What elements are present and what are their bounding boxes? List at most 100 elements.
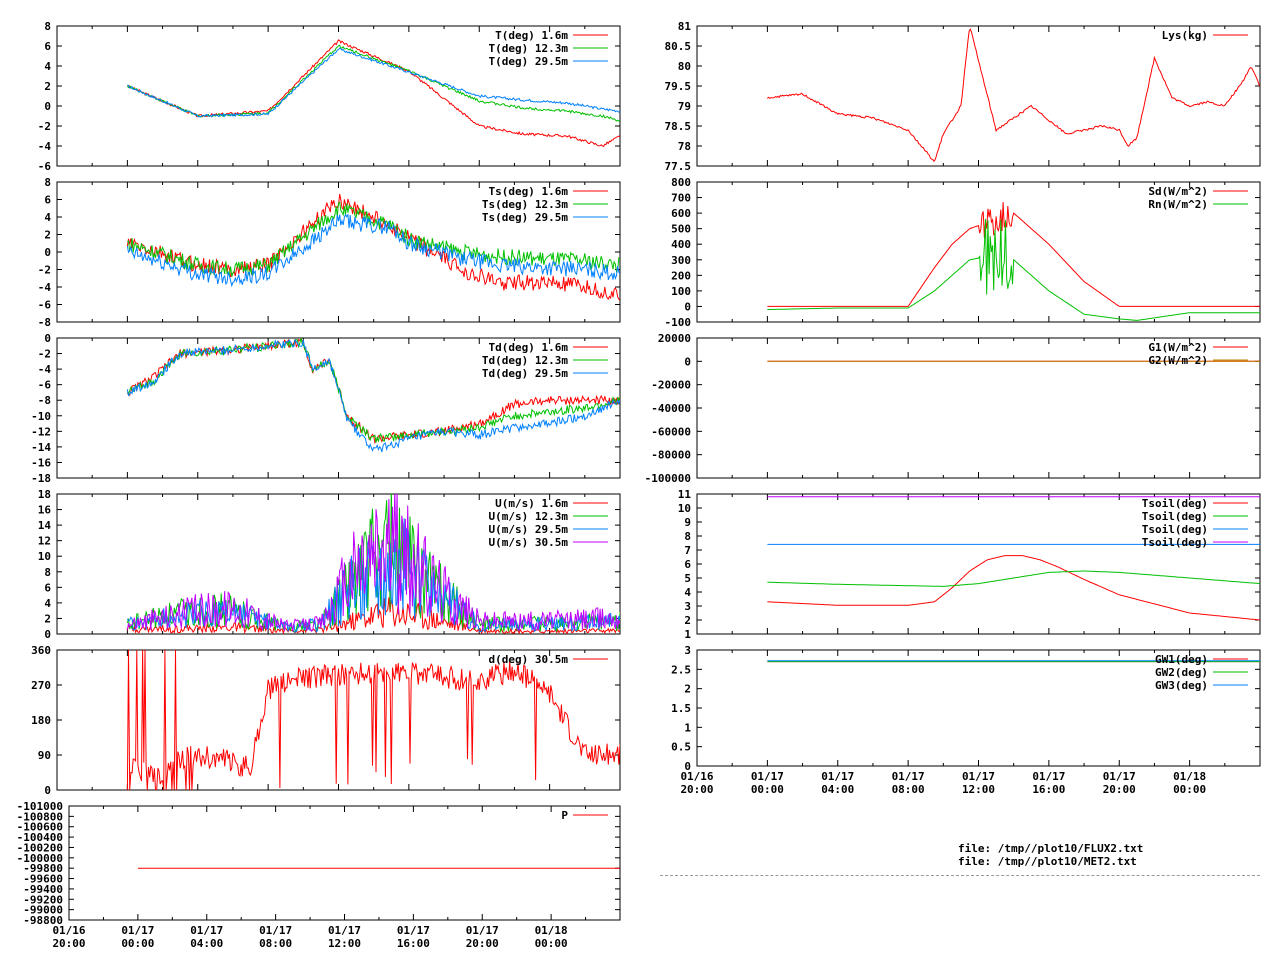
x-tick-label: 01/17 — [1032, 770, 1065, 783]
legend-label: Td(deg) 29.5m — [482, 367, 568, 380]
series-line-wind-3 — [126, 494, 620, 632]
x-tick-label: 00:00 — [535, 937, 568, 950]
y-tick-label: 79 — [678, 100, 691, 113]
x-tick-label: 01/17 — [121, 924, 154, 937]
y-tick-label: 14 — [38, 519, 52, 532]
chart-panel-tsoil: 1110987654321Tsoil(deg)Tsoil(deg)Tsoil(d… — [678, 488, 1261, 641]
x-tick-label: 04:00 — [190, 937, 223, 950]
legend-label: U(m/s) 30.5m — [489, 536, 569, 549]
y-tick-label: 77.5 — [665, 160, 692, 173]
y-tick-label: -6 — [38, 160, 52, 173]
y-tick-label: -100 — [665, 316, 692, 329]
y-tick-label: 270 — [31, 679, 51, 692]
series-line-rad-1 — [767, 218, 1260, 321]
y-tick-label: -99200 — [23, 893, 63, 906]
y-tick-label: -98800 — [23, 914, 63, 927]
series-line-rad-0 — [767, 202, 1260, 307]
series-group — [126, 338, 620, 453]
legend-label: Td(deg) 1.6m — [489, 341, 569, 354]
divider-line — [660, 875, 1260, 876]
series-group — [126, 650, 620, 790]
y-tick-label: 4 — [44, 211, 51, 224]
x-tick-label: 20:00 — [680, 783, 713, 796]
y-tick-label: 78.5 — [665, 120, 692, 133]
legend-label: Ts(deg) 29.5m — [482, 211, 568, 224]
y-tick-label: 10 — [678, 502, 691, 515]
x-tick-label: 01/16 — [52, 924, 85, 937]
legend-label: T(deg) 29.5m — [489, 55, 569, 68]
series-line-td-2 — [126, 338, 620, 453]
y-tick-label: 2 — [684, 614, 691, 627]
chart-panel-pressure: -101000-100800-100600-100400-100200-1000… — [17, 800, 621, 950]
y-tick-label: -8 — [38, 394, 51, 407]
y-tick-label: -99600 — [23, 873, 63, 886]
legend-label: Tsoil(deg) — [1142, 510, 1208, 523]
y-tick-label: -2 — [38, 348, 51, 361]
y-tick-label: 79.5 — [665, 80, 692, 93]
x-tick-label: 04:00 — [821, 783, 854, 796]
y-tick-label: 8 — [44, 20, 51, 33]
y-tick-label: 6 — [44, 581, 51, 594]
legend-label: T(deg) 12.3m — [489, 42, 569, 55]
y-tick-label: -99800 — [23, 862, 63, 875]
y-tick-label: -100000 — [645, 472, 691, 485]
legend-label: Rn(W/m^2) — [1148, 198, 1208, 211]
chart-panel-temp: 8 6 4 2 0 -2 -4 -6 T(deg) 1.6mT(deg) 12.3mT(deg)… — [38, 20, 621, 173]
series-group — [767, 202, 1260, 321]
x-tick-label: 01/18 — [535, 924, 568, 937]
y-tick-label: 2 — [44, 80, 51, 93]
y-tick-label: -99000 — [23, 904, 63, 917]
y-tick-label: 0 — [44, 100, 51, 113]
legend-label: Tsoil(deg) — [1142, 497, 1208, 510]
y-tick-label: 0.5 — [671, 741, 691, 754]
y-tick-label: 6 — [684, 558, 691, 571]
y-tick-label: 8 — [44, 176, 51, 189]
y-tick-label: 400 — [671, 238, 691, 251]
y-tick-label: 80 — [678, 60, 691, 73]
x-tick-label: 01/17 — [190, 924, 223, 937]
y-tick-label: 300 — [671, 254, 691, 267]
y-tick-label: -14 — [31, 441, 51, 454]
series-line-ts-0 — [126, 194, 620, 301]
y-tick-label: 0 — [44, 628, 51, 641]
series-group — [767, 28, 1260, 163]
y-tick-label: 100 — [671, 285, 691, 298]
y-tick-label: 6 — [44, 40, 51, 53]
file-info: file: /tmp//plot10/FLUX2.txt file: /tmp/… — [958, 842, 1143, 868]
y-tick-label: 600 — [671, 207, 691, 220]
y-tick-label: -100200 — [17, 841, 63, 854]
y-tick-label: 4 — [684, 586, 691, 599]
legend-label: Lys(kg) — [1162, 29, 1208, 42]
x-tick-label: 01/17 — [751, 770, 784, 783]
file-line-1: file: /tmp//plot10/FLUX2.txt — [958, 842, 1144, 855]
legend-label: Tsoil(deg) — [1142, 536, 1208, 549]
legend-label: GW1(deg) — [1155, 653, 1208, 666]
y-tick-label: 2 — [44, 612, 51, 625]
y-tick-label: 5 — [684, 572, 691, 585]
legend-label: GW2(deg) — [1155, 666, 1208, 679]
y-tick-label: -18 — [31, 472, 51, 485]
y-tick-label: -4 — [38, 140, 52, 153]
y-tick-label: 180 — [31, 714, 51, 727]
y-tick-label: 18 — [38, 488, 51, 501]
y-tick-label: -100600 — [17, 821, 63, 834]
x-tick-label: 01/17 — [466, 924, 499, 937]
file-line-2: file: /tmp//plot10/MET2.txt — [958, 855, 1137, 868]
chart-panel-rad: 800 700 600 500 400 300 200 100 0 -100 Sd(W/m^2)Rn… — [665, 176, 1261, 329]
series-group — [767, 496, 1260, 621]
series-line-dir-0 — [126, 650, 620, 790]
series-line-ts-1 — [127, 201, 620, 277]
y-tick-label: 6 — [44, 194, 51, 207]
y-tick-label: -100000 — [17, 852, 63, 865]
x-tick-label: 16:00 — [397, 937, 430, 950]
y-tick-label: 2 — [684, 683, 691, 696]
legend-label: U(m/s) 12.3m — [489, 510, 569, 523]
y-tick-label: 20000 — [658, 332, 691, 345]
y-tick-label: 81 — [678, 20, 692, 33]
x-tick-label: 01/17 — [397, 924, 430, 937]
chart-panel-dir: 360 270 180 90 0 d(deg) 30.5m — [31, 644, 621, 797]
chart-panel-gw: 32.521.510.5001/1620:0001/1700:0001/1704… — [671, 644, 1261, 796]
y-tick-label: 10 — [38, 550, 51, 563]
